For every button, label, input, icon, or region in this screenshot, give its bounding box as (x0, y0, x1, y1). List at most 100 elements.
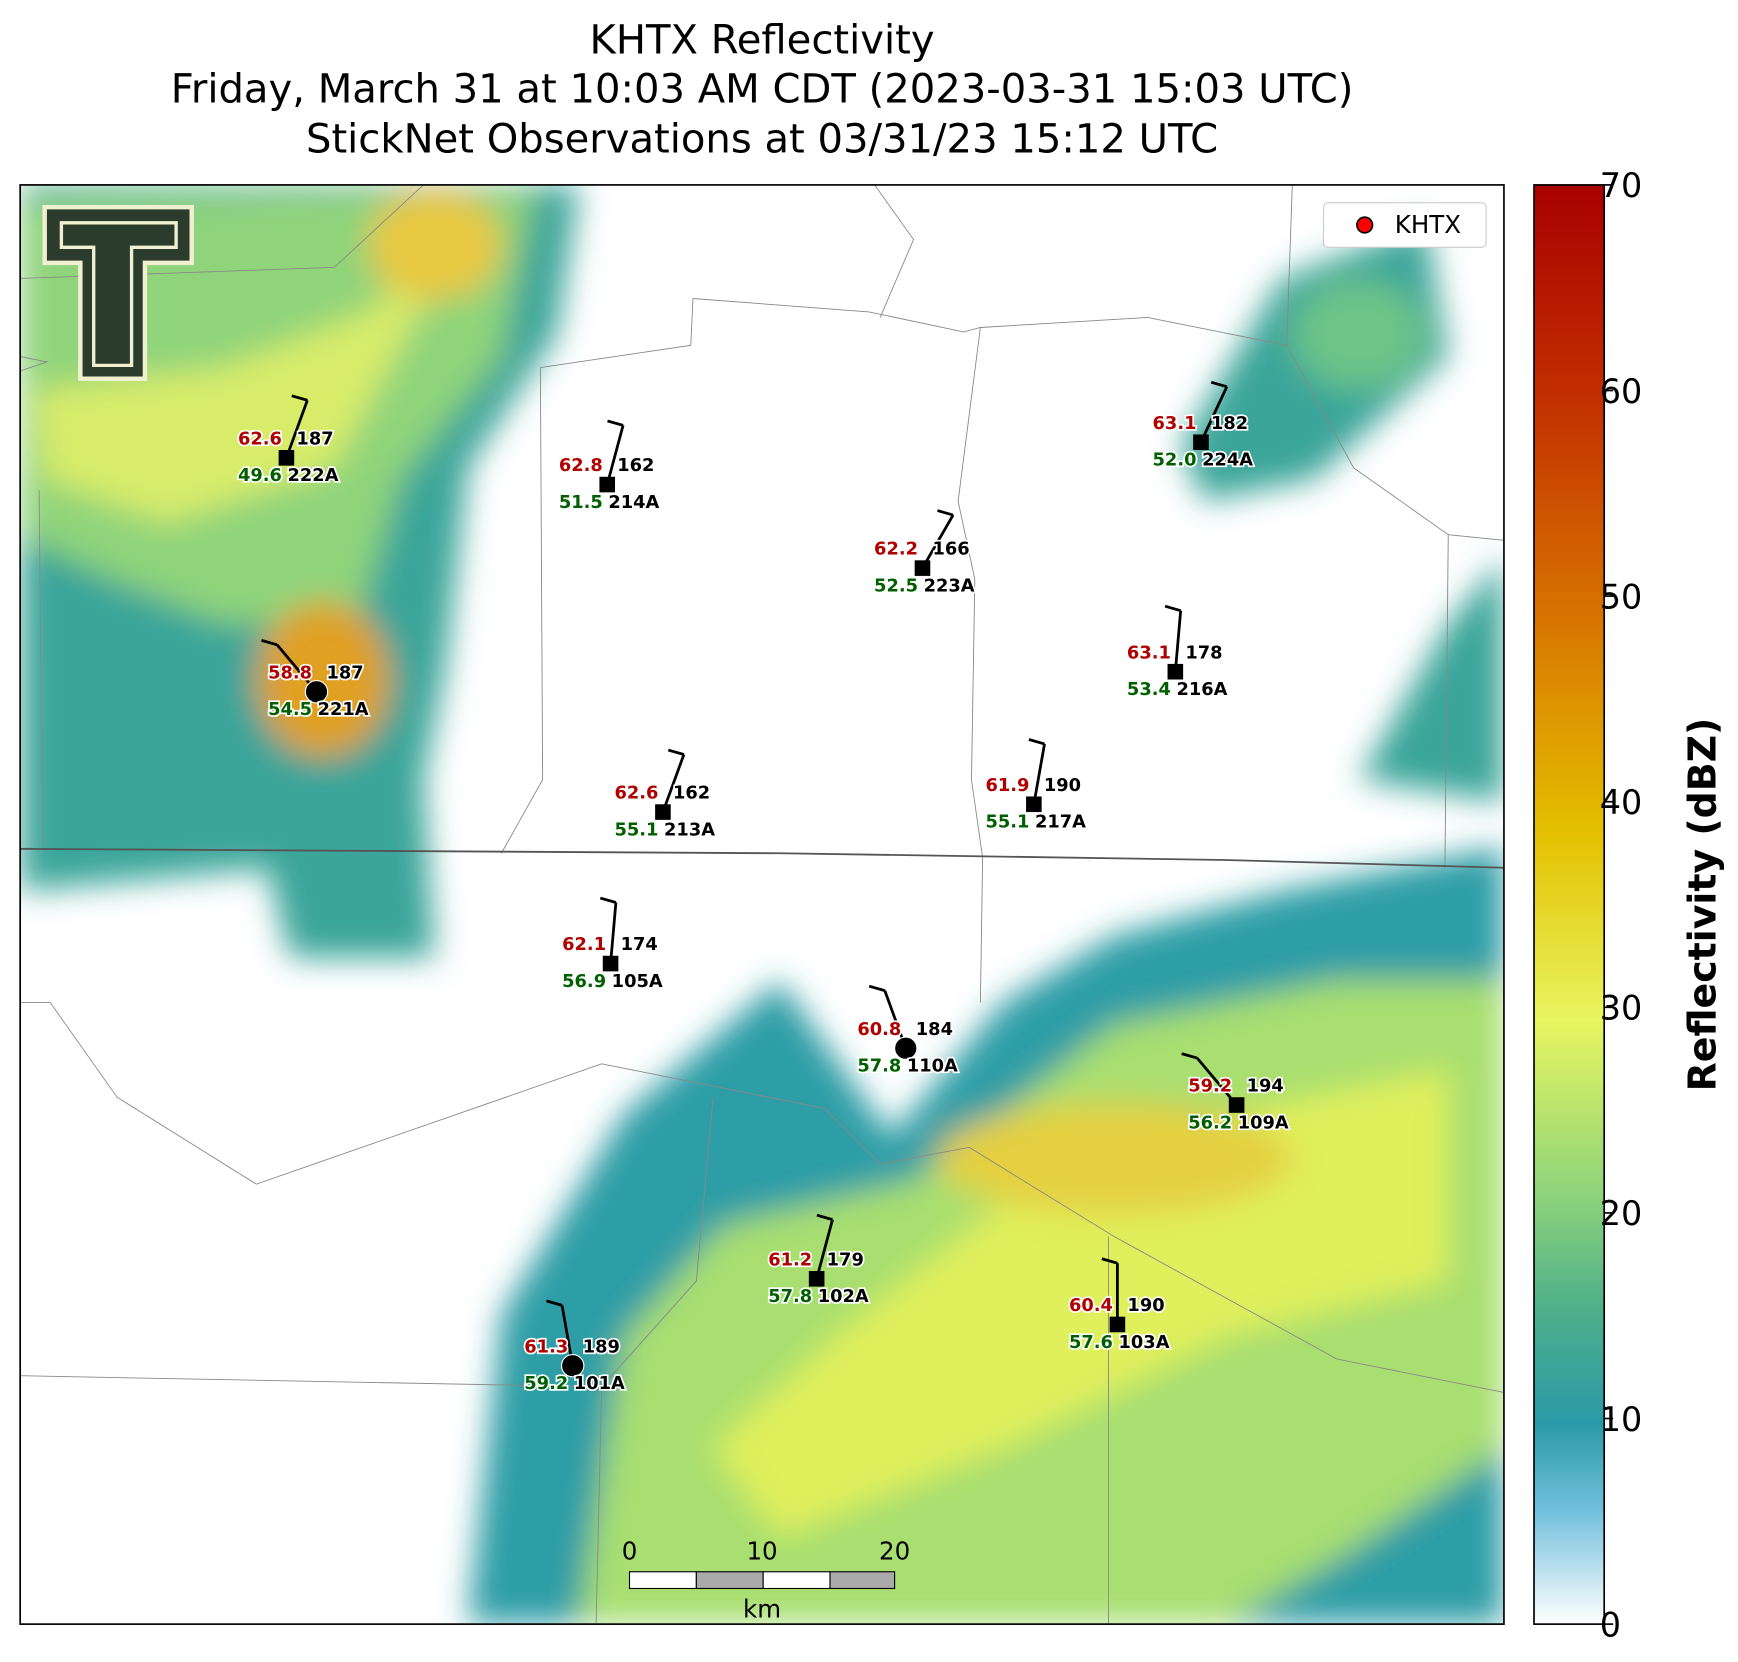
wind-barb-flag (1164, 604, 1182, 613)
station-temperature: 61.2 (768, 1249, 812, 1270)
stations: 62.6 187 49.6 222A 62.8 162 51.5 214A 62.2 166 52.… (236, 380, 1291, 1396)
station-marker (655, 804, 671, 820)
reflectivity (20, 184, 1504, 1625)
station-id: 105A (612, 971, 663, 992)
wind-barb-flag (1181, 1052, 1198, 1060)
station-marker (1109, 1316, 1126, 1333)
map-frame (19, 184, 1505, 1625)
station-temperature: 58.8 (268, 662, 312, 683)
wind-barb-flag (599, 896, 617, 904)
scale-segment (628, 1571, 697, 1590)
legend-marker (1356, 216, 1374, 234)
wind-barb-flag (261, 639, 278, 647)
wind-barb (609, 902, 618, 964)
station-dewpoint: 52.5 (874, 576, 918, 597)
wind-barb-flag (868, 984, 886, 992)
wind-barb-flag (607, 419, 624, 427)
colorbar-tick-label: 40 (1600, 783, 1643, 822)
station-id: 224A (1202, 450, 1253, 471)
wind-barb-flag (1101, 1257, 1118, 1265)
station-value: 184 (916, 1019, 953, 1040)
legend-label: KHTX (1395, 210, 1461, 239)
station-id: 214A (608, 492, 659, 513)
logo (42, 204, 194, 381)
station-dewpoint: 54.5 (268, 699, 312, 720)
station-temperature: 59.2 (1188, 1076, 1232, 1097)
station-dewpoint: 53.4 (1127, 679, 1171, 700)
wind-barb-flag (816, 1213, 833, 1221)
station-marker (602, 955, 619, 972)
station-temperature: 62.1 (562, 934, 606, 955)
wind-barb (285, 399, 309, 459)
station-id: 110A (907, 1056, 958, 1077)
colorbar: Reflectivity (dBZ) 0 10 20 30 40 50 60 70 (1533, 166, 1725, 1644)
scale-unit: km (743, 1594, 781, 1623)
station-marker (894, 1036, 918, 1060)
station-dewpoint: 57.6 (1069, 1332, 1113, 1353)
station-temperature: 62.6 (615, 783, 659, 804)
station-marker (304, 680, 329, 704)
legend-box (1322, 202, 1487, 248)
station-temperature: 61.9 (985, 775, 1029, 796)
station-dewpoint: 57.8 (857, 1056, 901, 1077)
station-value: 162 (673, 783, 710, 804)
station-temperature: 62.2 (874, 539, 918, 560)
wind-barb-flag (667, 748, 685, 756)
station-dewpoint: 49.6 (238, 465, 282, 486)
station-value: 187 (327, 662, 364, 683)
county-lines (20, 184, 1504, 1625)
station-value: 187 (296, 428, 333, 449)
station-id: 213A (664, 819, 715, 840)
scale-segment (829, 1571, 896, 1590)
station-temperature: 62.8 (559, 455, 603, 476)
title-line: StickNet Observations at 03/31/23 15:12 … (306, 117, 1218, 163)
colorbar-tick-label: 70 (1600, 166, 1643, 205)
station-dewpoint: 56.9 (562, 971, 606, 992)
station-temperature: 62.6 (238, 428, 282, 449)
station-marker (1228, 1097, 1245, 1113)
station-value: 178 (1185, 642, 1222, 663)
station-marker (560, 1353, 585, 1378)
scale-tick-label: 0 (622, 1537, 638, 1566)
wind-barb (661, 754, 686, 813)
station-value: 190 (1127, 1295, 1164, 1316)
station-id: 102A (818, 1286, 869, 1307)
station-dewpoint: 56.2 (1188, 1112, 1232, 1133)
station-value: 162 (617, 455, 654, 476)
station-value: 190 (1044, 775, 1081, 796)
wind-barb (1196, 1057, 1238, 1106)
station-id: 109A (1238, 1112, 1289, 1133)
wind-barb (1032, 743, 1046, 805)
scale-tick-label: 20 (879, 1537, 910, 1566)
station-temperature: 60.8 (857, 1019, 901, 1040)
scale-bar: km 0 10 20 (622, 1537, 911, 1624)
station-value: 179 (827, 1249, 864, 1270)
station-temperature: 61.3 (524, 1336, 568, 1357)
station-marker (1167, 663, 1184, 680)
scale-segment (695, 1571, 764, 1590)
wind-barb (1173, 610, 1183, 672)
wind-barb-flag (937, 509, 954, 517)
station-marker (1026, 796, 1042, 813)
scale-tick-label: 10 (746, 1537, 777, 1566)
scale-segment (762, 1571, 831, 1590)
state-line (20, 847, 1504, 869)
colorbar-tick-label: 20 (1600, 1194, 1643, 1233)
wind-barb (605, 425, 625, 485)
legend: KHTX (1322, 202, 1487, 248)
station-temperature: 63.1 (1153, 413, 1197, 434)
station-value: 182 (1211, 413, 1248, 434)
wind-barb-flag (1210, 380, 1228, 389)
station-marker (278, 450, 295, 466)
station-dewpoint: 57.8 (768, 1286, 812, 1307)
station-value: 166 (932, 539, 969, 560)
station-value: 194 (1247, 1076, 1284, 1097)
map (20, 184, 1504, 1625)
wind-barb-flag (1028, 738, 1045, 746)
colorbar-tick-label: 30 (1600, 989, 1643, 1028)
wind-barb-flag (291, 394, 308, 402)
station-marker (914, 560, 931, 576)
station-dewpoint: 52.0 (1153, 450, 1197, 471)
colorbar-tick-label: 60 (1600, 372, 1643, 411)
